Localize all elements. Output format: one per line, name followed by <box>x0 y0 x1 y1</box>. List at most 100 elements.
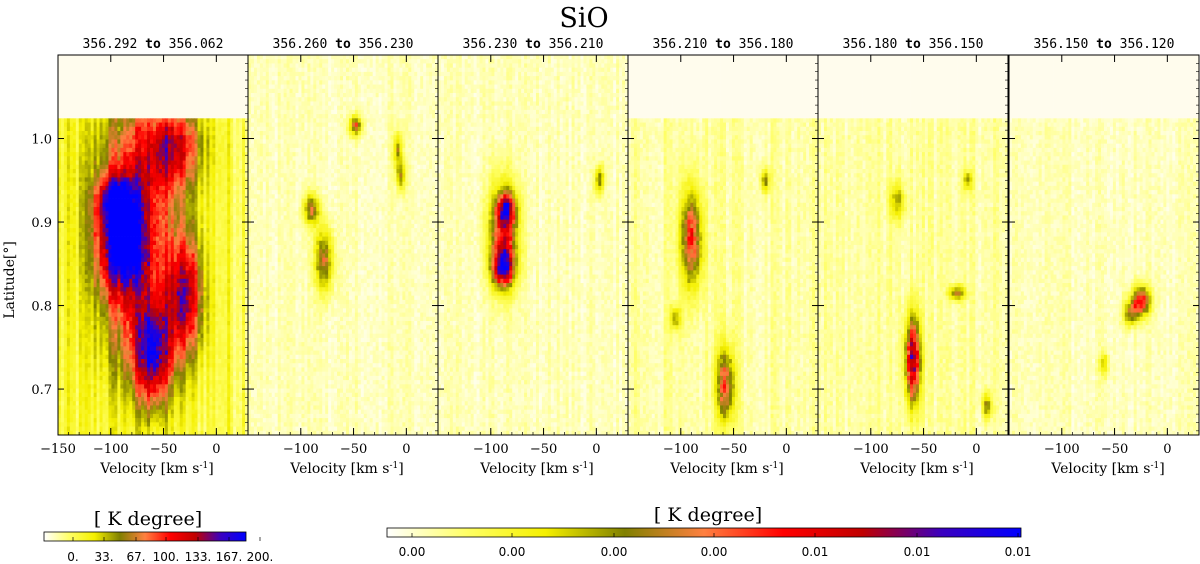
pv-cell <box>180 152 183 157</box>
pv-cell <box>195 253 198 258</box>
pv-cell <box>183 211 186 216</box>
pv-cell <box>159 199 162 204</box>
pv-cell <box>153 85 156 90</box>
pv-cell <box>111 270 114 275</box>
pv-cell <box>189 313 192 318</box>
pv-cell <box>236 165 239 170</box>
pv-cell <box>94 232 97 237</box>
pv-cell <box>135 199 138 204</box>
pv-cell <box>171 68 174 73</box>
pv-cell <box>70 118 73 123</box>
pv-cell <box>218 177 221 182</box>
pv-cell <box>168 156 171 161</box>
pv-cell <box>206 110 209 115</box>
pv-cell <box>58 144 61 149</box>
pv-cell <box>103 304 106 309</box>
pv-cell <box>177 190 180 195</box>
pv-cell <box>73 85 76 90</box>
pv-cell <box>206 291 209 296</box>
pv-cell <box>215 215 218 220</box>
pv-cell <box>183 249 186 254</box>
pv-cell <box>88 144 91 149</box>
pv-cell <box>58 135 61 140</box>
pv-cell <box>147 161 150 166</box>
pv-cell <box>103 169 106 174</box>
pv-cell <box>70 148 73 153</box>
pv-cell <box>230 93 233 98</box>
pv-cell <box>224 114 227 119</box>
pv-cell <box>242 211 245 216</box>
pv-cell <box>61 300 64 305</box>
pv-cell <box>147 291 150 296</box>
pv-cell <box>221 194 224 199</box>
pv-cell <box>201 199 204 204</box>
pv-cell <box>209 177 212 182</box>
pv-cell <box>242 123 245 128</box>
pv-cell <box>126 55 129 60</box>
pv-cell <box>103 165 106 170</box>
pv-cell <box>162 72 165 77</box>
pv-cell <box>70 203 73 208</box>
pv-cell <box>183 308 186 313</box>
pv-cell <box>147 152 150 157</box>
pv-cell <box>58 279 61 284</box>
pv-cell <box>129 287 132 292</box>
pv-cell <box>195 118 198 123</box>
pv-cell <box>147 228 150 233</box>
pv-cell <box>195 215 198 220</box>
pv-cell <box>94 169 97 174</box>
pv-cell <box>126 199 129 204</box>
pv-cell <box>111 245 114 250</box>
pv-cell <box>123 270 126 275</box>
pv-cell <box>171 148 174 153</box>
pv-cell <box>159 123 162 128</box>
pv-cell <box>201 211 204 216</box>
pv-cell <box>195 55 198 60</box>
pv-cell <box>138 245 141 250</box>
pv-cell <box>132 76 135 81</box>
pv-cell <box>203 59 206 64</box>
pv-cell <box>114 169 117 174</box>
pv-cell <box>106 85 109 90</box>
pv-cell <box>183 118 186 123</box>
pv-cell <box>242 101 245 106</box>
pv-cell <box>150 59 153 64</box>
pv-cell <box>120 211 123 216</box>
pv-cell <box>165 317 168 322</box>
pv-cell <box>242 215 245 220</box>
pv-cell <box>159 106 162 111</box>
pv-cell <box>180 169 183 174</box>
pv-cell <box>218 101 221 106</box>
pv-cell <box>162 266 165 271</box>
pv-cell <box>165 220 168 225</box>
pv-cell <box>64 55 67 60</box>
pv-cell <box>64 89 67 94</box>
pv-cell <box>106 237 109 242</box>
pv-cell <box>64 182 67 187</box>
pv-cell <box>97 220 100 225</box>
pv-cell <box>233 308 236 313</box>
pv-cell <box>132 287 135 292</box>
pv-cell <box>153 177 156 182</box>
pv-cell <box>129 76 132 81</box>
pv-cell <box>141 300 144 305</box>
pv-cell <box>103 253 106 258</box>
pv-cell <box>189 203 192 208</box>
pv-cell <box>58 173 61 178</box>
pv-cell <box>97 186 100 191</box>
pv-cell <box>129 80 132 85</box>
pv-cell <box>156 177 159 182</box>
pv-cell <box>129 291 132 296</box>
pv-cell <box>209 199 212 204</box>
pv-cell <box>174 173 177 178</box>
pv-cell <box>177 275 180 280</box>
pv-cell <box>203 308 206 313</box>
pv-cell <box>138 241 141 246</box>
pv-cell <box>88 237 91 242</box>
pv-cell <box>153 173 156 178</box>
pv-cell <box>126 266 129 271</box>
pv-cell <box>236 199 239 204</box>
pv-cell <box>162 177 165 182</box>
pv-cell <box>94 224 97 229</box>
pv-cell <box>206 169 209 174</box>
